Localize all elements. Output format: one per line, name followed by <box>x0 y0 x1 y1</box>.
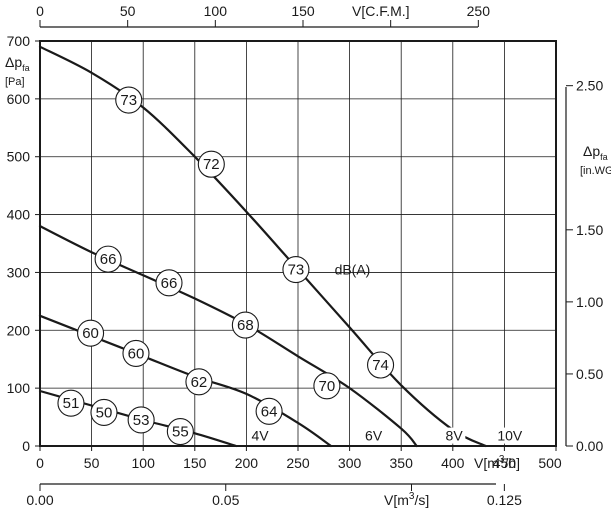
noise-level-bubble <box>90 398 118 426</box>
x-tick-label: 300 <box>338 455 362 471</box>
top-tick-label: 250 <box>467 3 491 19</box>
top-tick-label: 0 <box>36 3 44 19</box>
noise-level-bubble <box>57 389 85 417</box>
noise-level-bubble <box>313 372 341 400</box>
voltage-label: 6V <box>365 428 383 444</box>
noise-level-value: 74 <box>372 357 389 374</box>
right-tick-label: 1.00 <box>576 294 603 310</box>
noise-level-bubble <box>367 351 395 379</box>
noise-level-value: 50 <box>96 404 113 421</box>
noise-level-value: 72 <box>203 156 220 173</box>
noise-level-value: 66 <box>161 275 178 292</box>
bottom-tick-label: 0.05 <box>212 492 239 508</box>
x-tick-label: 100 <box>132 455 156 471</box>
y-axis-label: Δpfa <box>5 54 30 73</box>
x-tick-label: 150 <box>183 455 207 471</box>
voltage-label-background <box>495 427 525 444</box>
y-tick-label: 500 <box>7 149 31 165</box>
noise-level-value: 51 <box>63 395 80 412</box>
voltage-label: 10V <box>497 428 523 444</box>
noise-level-value: 62 <box>191 374 208 391</box>
grid-layer <box>40 41 556 446</box>
x-axis-label: V[m3/h] <box>474 454 520 471</box>
y-tick-label: 400 <box>7 207 31 223</box>
top-tick-label: 50 <box>120 3 136 19</box>
y-tick-label: 0 <box>22 438 30 454</box>
x-tick-label: 200 <box>235 455 259 471</box>
noise-level-value: 70 <box>319 378 336 395</box>
right-tick-label: 0.00 <box>576 438 603 454</box>
noise-level-bubble <box>77 319 105 347</box>
noise-level-value: 73 <box>120 92 137 109</box>
noise-level-value: 60 <box>82 325 99 342</box>
y-tick-label: 200 <box>7 322 31 338</box>
noise-level-bubble <box>185 368 213 396</box>
noise-level-bubble <box>197 150 225 178</box>
y-tick-label: 700 <box>7 33 31 49</box>
right-tick-label: 1.50 <box>576 222 603 238</box>
label-layer: 73 72 73 74 66 66 68 70 60 60 62 64 51 50 53 55 dB(A) 4V 6… <box>57 86 525 446</box>
noise-level-bubble <box>94 245 122 273</box>
right-tick-label: 0.50 <box>576 366 603 382</box>
noise-level-value: 55 <box>172 424 189 441</box>
x-tick-label: 0 <box>36 455 44 471</box>
noise-level-bubble <box>127 406 155 434</box>
voltage-label-background <box>363 427 385 444</box>
bottom-axis-label: V[m3/s] <box>384 491 429 508</box>
x-tick-label: 400 <box>441 455 465 471</box>
y-axis-unit: [Pa] <box>5 76 25 88</box>
noise-level-value: 64 <box>261 403 278 420</box>
noise-level-value: 73 <box>288 262 305 279</box>
noise-level-bubble <box>231 311 259 339</box>
noise-level-value: 53 <box>133 412 150 429</box>
top-tick-label: 100 <box>204 3 228 19</box>
x-tick-label: 350 <box>390 455 414 471</box>
x-tick-label: 500 <box>538 455 562 471</box>
noise-level-bubble <box>255 397 283 425</box>
noise-level-bubble <box>155 269 183 297</box>
bottom-tick-label: 0.125 <box>487 492 522 508</box>
bottom-tick-label: 0.00 <box>26 492 53 508</box>
top-tick-label: 150 <box>291 3 315 19</box>
noise-level-bubble <box>122 339 150 367</box>
x-tick-label: 50 <box>84 455 100 471</box>
y-tick-label: 300 <box>7 264 31 280</box>
x-tick-label: 450 <box>493 455 517 471</box>
voltage-label: 8V <box>446 428 464 444</box>
noise-level-bubble <box>282 255 310 284</box>
noise-level-bubble <box>115 86 143 114</box>
noise-level-value: 68 <box>237 317 254 334</box>
noise-unit-label: dB(A) <box>335 262 371 278</box>
noise-level-bubble <box>166 417 194 446</box>
top-axis-label: V[C.F.M.] <box>352 3 410 19</box>
y-tick-label: 100 <box>7 380 31 396</box>
voltage-label: 4V <box>252 428 270 444</box>
voltage-label-background <box>249 427 272 444</box>
noise-level-value: 66 <box>100 251 117 268</box>
y-tick-label: 600 <box>7 91 31 107</box>
right-axis-label: Δpfa <box>583 143 608 162</box>
voltage-label-background <box>443 427 466 444</box>
right-axis-unit: [in.WG] <box>580 165 611 177</box>
right-tick-label: 2.50 <box>576 78 603 94</box>
noise-level-value: 60 <box>128 345 145 362</box>
x-tick-label: 250 <box>286 455 310 471</box>
